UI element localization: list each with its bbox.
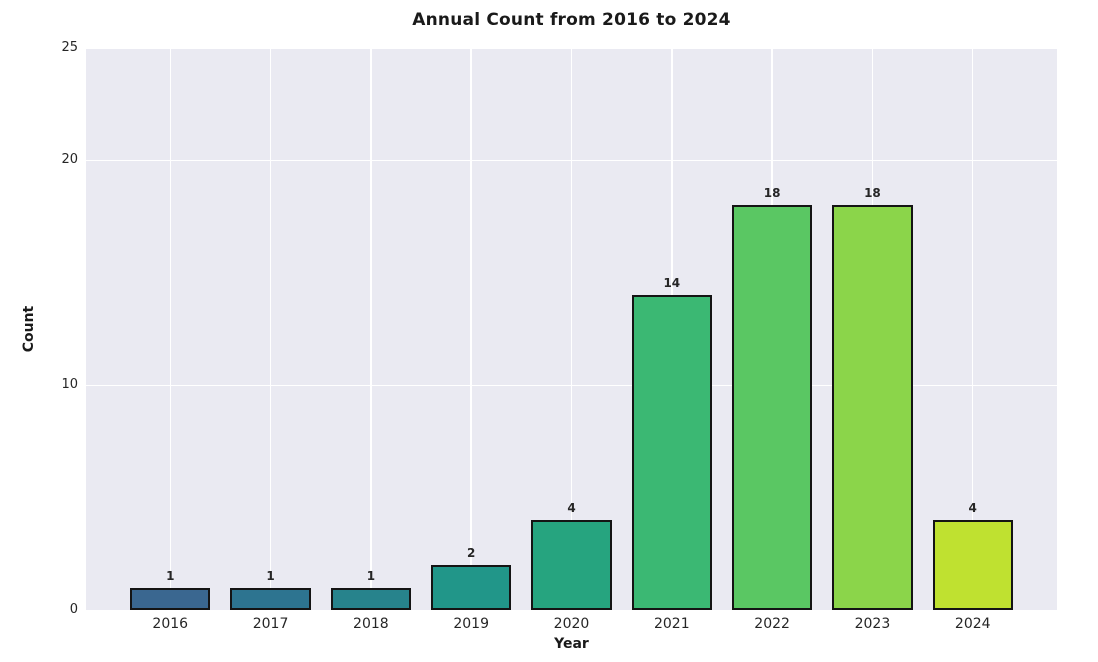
x-tick-label-2024: 2024 [954,616,991,632]
v-gridline [370,48,372,610]
x-tick-label-2021: 2021 [653,616,690,632]
x-tick-label-2020: 2020 [553,616,590,632]
bar-2019 [431,565,512,610]
bar-2020 [531,520,612,610]
bar-value-2019: 2 [467,546,476,561]
bar-value-2021: 14 [663,276,681,291]
bar-2024 [932,520,1013,610]
bar-2021 [631,295,712,610]
bar-2023 [832,205,913,610]
y-tick-label-25: 25 [61,40,78,55]
bar-2018 [330,587,411,610]
x-tick-label-2023: 2023 [854,616,891,632]
y-tick-label-10: 10 [61,377,78,393]
v-gridline [570,48,573,610]
bar-value-2018: 1 [366,568,376,583]
x-tick-label-2019: 2019 [453,616,489,632]
bar-value-2016: 1 [166,568,175,583]
y-tick-label-0: 0 [69,602,78,617]
bar-2017 [230,587,311,610]
bar-2022 [731,205,813,610]
x-tick-label-2018: 2018 [353,616,389,632]
x-axis-label: Year [554,636,589,652]
v-gridline [169,48,171,610]
plot-area: 1 1 1 2 4 14 18 18 4 [86,47,1057,610]
y-axis-label: Count [21,305,37,353]
bar-value-2022: 18 [763,186,781,201]
x-tick-label-2016: 2016 [152,616,189,632]
v-gridline [972,48,974,610]
x-tick-label-2017: 2017 [252,616,289,632]
bar-value-2024: 4 [968,501,977,516]
v-gridline [269,48,272,610]
bar-2016 [130,587,211,610]
bar-value-2023: 18 [864,186,881,201]
v-gridline [470,48,472,610]
bar-value-2017: 1 [266,568,275,583]
chart-title: Annual Count from 2016 to 2024 [412,10,731,30]
x-tick-label-2022: 2022 [754,616,790,632]
y-tick-label-20: 20 [61,152,78,168]
bar-value-2020: 4 [567,501,576,516]
